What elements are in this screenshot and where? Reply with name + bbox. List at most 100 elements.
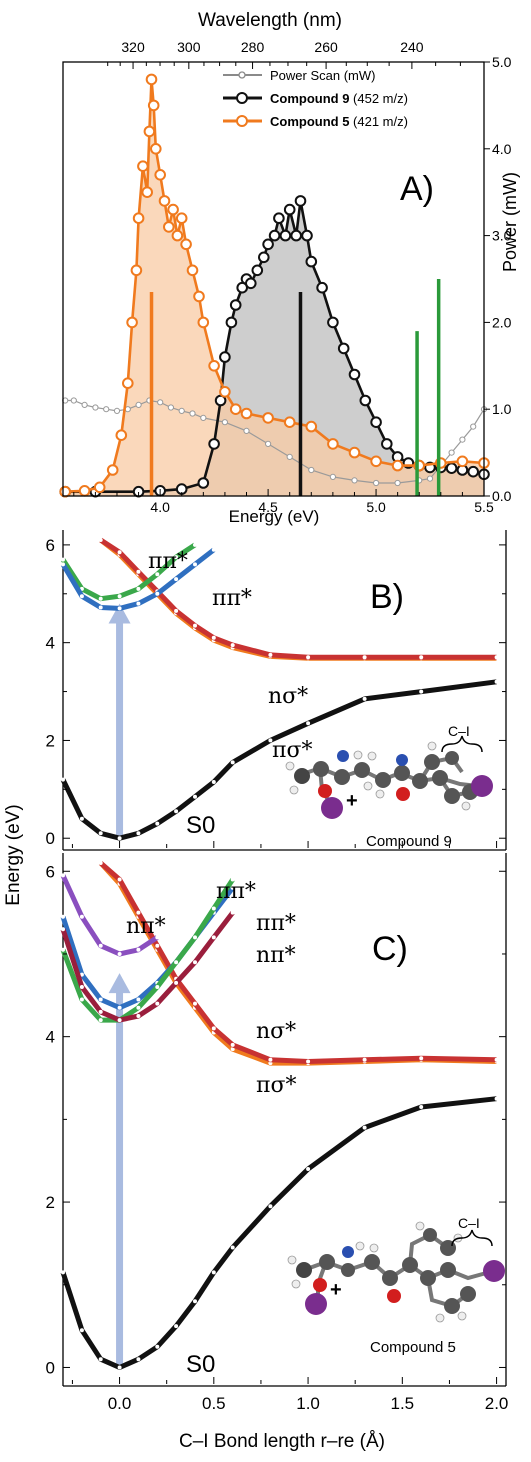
c-curve-point: [174, 980, 179, 985]
molecule-compound-5: + C–I Compound 5: [287, 1215, 505, 1356]
potential-curves-c: [60, 861, 499, 1370]
panel-a-frame: [62, 61, 485, 497]
b-curve-point: [174, 809, 179, 814]
shared-y-axis-title: Energy (eV): [3, 804, 24, 905]
y-tick-label: 3.0: [492, 228, 512, 244]
excitation-arrow-c: [108, 973, 131, 1368]
c-curve-point: [61, 914, 65, 919]
b-curve-point: [230, 643, 235, 648]
c-curve-point: [268, 1057, 273, 1062]
legend-label-compound-5: Compound 5: [270, 114, 349, 129]
point-compound-5: [122, 377, 134, 390]
c-curve-point: [419, 1105, 424, 1109]
panel-c-label: C): [372, 930, 408, 968]
b-curve-point: [155, 591, 160, 596]
c-curve-point: [155, 935, 160, 940]
legend-label-compound-9: Compound 9: [270, 91, 349, 106]
y-tick-label: 5.0: [492, 54, 512, 70]
b-curve-point: [174, 608, 179, 613]
state-label-nsigma: nσ*: [268, 684, 308, 709]
point-power-scan: [470, 423, 477, 430]
c-y-tick-label: 2: [46, 1193, 55, 1212]
area-compound-9: [65, 200, 485, 496]
point-compound-5: [240, 407, 253, 420]
c-curve-point: [268, 1204, 273, 1209]
right-axis-ticks: 0.0 1.0 2.0 3.0 4.0 5.0: [484, 54, 512, 504]
point-compound-9: [445, 462, 458, 475]
c-curve-point: [211, 1026, 216, 1031]
point-compound-5: [219, 386, 231, 398]
b-curve-point: [494, 655, 499, 660]
bottom-axis-ticks: 4.0 4.5 5.0 5.5: [73, 489, 494, 515]
svg-text:+: +: [330, 1279, 342, 1301]
point-compound-5: [132, 212, 145, 224]
b-curve-point: [268, 652, 273, 657]
point-power-scan: [243, 427, 250, 434]
c-curve-point: [61, 1270, 65, 1275]
panel-b-label: B): [370, 578, 404, 616]
c-curve-point: [117, 877, 122, 882]
point-compound-5: [59, 485, 71, 498]
top-axis-ticks: 320 300 280 260 240: [107, 39, 461, 69]
molecule-compound-9: + C–I Compound 9: [285, 723, 493, 850]
potential-curves: [60, 537, 499, 841]
b-curve-point: [79, 594, 84, 599]
top-tick-label: 260: [314, 39, 338, 55]
point-power-scan: [113, 407, 121, 414]
point-compound-9: [208, 438, 220, 450]
b-curve--blue-: [60, 547, 216, 611]
b-curve-point: [61, 557, 65, 562]
point-compound-5: [158, 195, 171, 207]
c-curve-point: [98, 997, 103, 1002]
point-compound-5: [348, 446, 361, 459]
y-tick-label: 4.0: [492, 141, 512, 157]
point-compound-5: [93, 481, 106, 494]
c-curve-point: [136, 1357, 141, 1362]
point-compound-9: [197, 477, 210, 489]
point-compound-9: [294, 195, 307, 207]
state-label-c-nsigma: nσ*: [256, 1019, 296, 1044]
x-tick-label: 1.5: [390, 1394, 414, 1413]
molecule-label-c: Compound 5: [370, 1339, 456, 1356]
b-curve-point: [211, 635, 216, 640]
point-compound-9: [279, 229, 292, 242]
point-compound-9: [283, 203, 296, 216]
c-curve-point: [230, 910, 235, 915]
b-curve-point: [193, 794, 197, 799]
point-power-scan: [329, 473, 336, 480]
c-curve-point: [117, 952, 122, 956]
point-compound-5: [283, 416, 296, 429]
point-compound-5: [208, 360, 220, 372]
c-curve-point: [193, 935, 197, 940]
point-compound-5: [150, 143, 162, 155]
c-curve-point: [306, 1059, 311, 1064]
point-compound-5: [106, 464, 119, 476]
top-tick-label: 320: [121, 39, 145, 55]
top-tick-label: 240: [400, 39, 424, 55]
point-compound-5: [78, 485, 91, 497]
c-curve--green-: [60, 878, 235, 1023]
state-label-pisigma: πσ*: [272, 738, 312, 763]
b-curve-point: [136, 569, 141, 574]
b-curve-point: [306, 655, 311, 660]
point-power-scan: [103, 406, 110, 413]
state-label-c-s0: S0: [186, 1351, 215, 1378]
b-y-tick-label: 6: [46, 536, 55, 555]
b-curve-point: [117, 606, 122, 611]
b-curve-point: [61, 777, 65, 782]
c-curve-point: [117, 1018, 122, 1023]
y-tick-label: 0.0: [492, 488, 512, 504]
x-tick-label: 2.0: [485, 1394, 509, 1413]
b-curve-point: [98, 596, 103, 601]
point-compound-5: [115, 429, 128, 442]
point-compound-5: [130, 264, 143, 277]
c-curve-n-dark-red-: [60, 911, 235, 1023]
b-y-tick-label: 4: [46, 634, 55, 653]
c-curve-point: [79, 1328, 84, 1333]
b-curve-point: [136, 831, 141, 836]
b-curve-point: [419, 689, 424, 694]
point-compound-5: [167, 203, 179, 216]
point-compound-9: [316, 281, 328, 294]
c-curve-point: [98, 1018, 103, 1023]
legend: Power Scan (mW) Compound 9 (452 m/z) Com…: [223, 68, 408, 129]
